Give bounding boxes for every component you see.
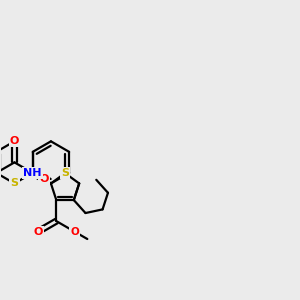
Text: O: O	[70, 226, 79, 237]
Text: S: S	[11, 178, 19, 188]
Text: O: O	[39, 174, 49, 184]
Text: NH: NH	[23, 168, 42, 178]
Text: S: S	[61, 168, 69, 178]
Text: O: O	[10, 136, 19, 146]
Text: O: O	[33, 226, 43, 237]
